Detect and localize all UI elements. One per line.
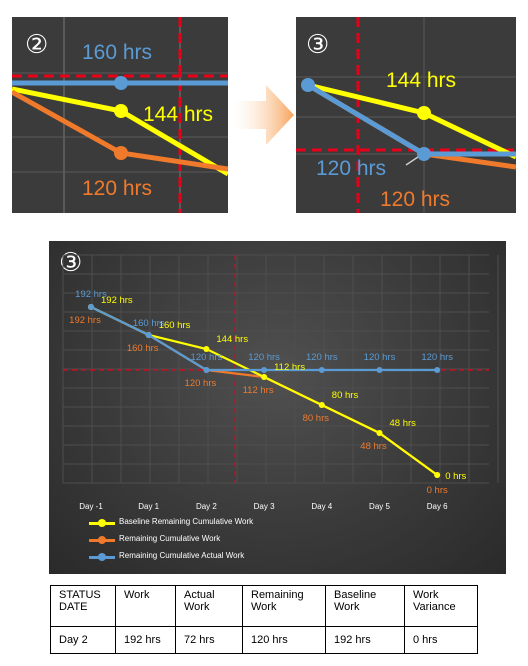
zoom-panel-3-plot: ③ 144 hrs 120 hrs 120 hrs bbox=[296, 17, 516, 213]
legend-marker bbox=[98, 553, 106, 561]
baseline-point bbox=[114, 104, 128, 118]
legend-entry-actual: Remaining Cumulative Actual Work bbox=[89, 551, 349, 563]
actual-point bbox=[88, 304, 94, 310]
status-table-header-row: STATUS DATE Work Actual Work Remaining W… bbox=[50, 585, 478, 627]
status-table-value-row: Day 2 192 hrs 72 hrs 120 hrs 192 hrs 0 h… bbox=[50, 626, 478, 654]
legend-label: Remaining Cumulative Work bbox=[119, 534, 221, 543]
remaining-data-label: 80 hrs bbox=[303, 413, 330, 424]
header-status-date: STATUS DATE bbox=[50, 585, 116, 627]
baseline-data-label: 160 hrs bbox=[159, 320, 191, 331]
remaining-point bbox=[114, 146, 128, 160]
legend-marker bbox=[98, 519, 106, 527]
actual-data-label: 120 hrs bbox=[248, 352, 280, 363]
blue-value-label: 120 hrs bbox=[316, 157, 386, 180]
remaining-data-label: 0 hrs bbox=[427, 485, 448, 496]
cell-status-date: Day 2 bbox=[50, 626, 116, 654]
baseline-point bbox=[417, 106, 431, 120]
actual-data-label: 120 hrs bbox=[306, 352, 338, 363]
baseline-data-label: 192 hrs bbox=[101, 295, 133, 306]
baseline-point bbox=[203, 346, 210, 352]
remaining-data-label: 192 hrs bbox=[69, 315, 101, 326]
zoom-panel-2: ② 160 hrs 144 hrs 120 hrs bbox=[12, 17, 228, 213]
orange-value-label: 120 hrs bbox=[82, 177, 152, 200]
actual-start-point bbox=[301, 78, 315, 92]
baseline-data-label: 144 hrs bbox=[216, 334, 248, 345]
actual-data-label: 160 hrs bbox=[133, 318, 165, 329]
cell-work-variance: 0 hrs bbox=[404, 626, 478, 654]
panel-marker: ③ bbox=[306, 30, 329, 60]
header-baseline-work: Baseline Work bbox=[325, 585, 405, 627]
x-tick-label: Day 3 bbox=[254, 502, 275, 511]
cell-actual-work: 72 hrs bbox=[175, 626, 243, 654]
main-chart: ③ Day -1 Day 1 Day 2 Day 3 Day 4 Day 5 Day 6 19… bbox=[49, 241, 506, 574]
baseline-point bbox=[376, 430, 383, 436]
actual-point bbox=[145, 332, 152, 338]
actual-point bbox=[261, 367, 268, 373]
legend-entry-remaining: Remaining Cumulative Work bbox=[89, 534, 349, 546]
remaining-data-label: 120 hrs bbox=[185, 378, 217, 389]
legend-entry-baseline: Baseline Remaining Cumulative Work bbox=[89, 517, 349, 529]
baseline-data-label: 48 hrs bbox=[390, 418, 417, 429]
x-tick-label: Day 4 bbox=[311, 502, 332, 511]
remaining-data-label: 160 hrs bbox=[127, 343, 159, 354]
baseline-point bbox=[261, 374, 268, 380]
legend-label: Remaining Cumulative Actual Work bbox=[119, 551, 245, 560]
orange-value-label: 120 hrs bbox=[380, 188, 450, 211]
remaining-data-label: 48 hrs bbox=[360, 441, 387, 452]
actual-data-label: 120 hrs bbox=[421, 352, 453, 363]
header-work: Work bbox=[115, 585, 176, 627]
zoom-panel-3: ③ 144 hrs 120 hrs 120 hrs bbox=[296, 17, 516, 213]
legend-marker bbox=[98, 536, 106, 544]
baseline-data-label: 112 hrs bbox=[274, 362, 305, 373]
actual-data-label: 120 hrs bbox=[364, 352, 396, 363]
callout-leader bbox=[405, 156, 419, 166]
actual-point bbox=[203, 367, 210, 373]
remaining-data-label: 112 hrs bbox=[243, 385, 274, 396]
header-remaining-work: Remaining Work bbox=[242, 585, 326, 627]
chart-plot: ③ Day -1 Day 1 Day 2 Day 3 Day 4 Day 5 Day 619… bbox=[59, 248, 499, 511]
cell-remaining-work: 120 hrs bbox=[242, 626, 326, 654]
panel-marker: ② bbox=[25, 30, 48, 60]
legend-label: Baseline Remaining Cumulative Work bbox=[119, 517, 254, 526]
x-tick-label: Day 2 bbox=[196, 502, 217, 511]
yellow-value-label: 144 hrs bbox=[143, 103, 213, 126]
yellow-value-label: 144 hrs bbox=[386, 69, 456, 92]
header-actual-work: Actual Work bbox=[175, 585, 243, 627]
x-tick-label: Day -1 bbox=[79, 502, 103, 511]
blue-value-label: 160 hrs bbox=[82, 41, 152, 64]
actual-point bbox=[434, 367, 441, 373]
actual-point bbox=[376, 367, 383, 373]
header-work-variance: Work Variance bbox=[404, 585, 478, 627]
baseline-line bbox=[12, 86, 228, 177]
transition-arrow-icon bbox=[232, 85, 294, 145]
actual-data-label: 192 hrs bbox=[75, 289, 107, 300]
zoom-panel-2-plot: ② 160 hrs 144 hrs 120 hrs bbox=[12, 17, 228, 213]
cell-baseline-work: 192 hrs bbox=[325, 626, 405, 654]
baseline-data-label: 0 hrs bbox=[445, 471, 466, 482]
status-table: STATUS DATE Work Actual Work Remaining W… bbox=[50, 585, 478, 654]
baseline-point bbox=[434, 472, 441, 478]
cell-work: 192 hrs bbox=[115, 626, 176, 654]
actual-data-label: 120 hrs bbox=[191, 352, 223, 363]
actual-point bbox=[114, 76, 128, 90]
x-tick-label: Day 5 bbox=[369, 502, 390, 511]
x-tick-label: Day 1 bbox=[138, 502, 159, 511]
actual-point bbox=[417, 147, 431, 161]
baseline-data-label: 80 hrs bbox=[332, 390, 359, 401]
actual-point bbox=[318, 367, 325, 373]
x-tick-label: Day 6 bbox=[427, 502, 448, 511]
baseline-point bbox=[318, 402, 325, 408]
